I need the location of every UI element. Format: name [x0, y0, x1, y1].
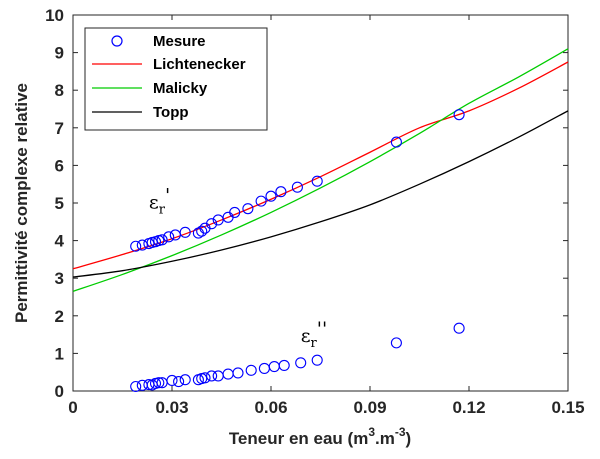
marker-imaginary-part: [153, 377, 165, 389]
legend-label-mesure: Mesure: [153, 33, 206, 50]
marker-imaginary-part: [199, 372, 211, 384]
marker-real-part: [242, 203, 254, 215]
legend-label-malicky: Malicky: [153, 80, 208, 97]
y-tick-label: 6: [55, 156, 64, 175]
measurement-markers: [130, 109, 465, 393]
legend-box: [84, 27, 268, 131]
marker-imaginary-part: [453, 322, 465, 334]
x-tick-label: 0.09: [353, 398, 386, 417]
y-tick-label: 8: [55, 81, 64, 100]
y-tick-label: 10: [45, 6, 64, 25]
marker-real-part: [163, 231, 175, 243]
marker-imaginary-part: [311, 354, 323, 366]
y-tick-label: 2: [55, 307, 64, 326]
legend: Mesure Lichtenecker Malicky Topp: [84, 27, 268, 131]
marker-imaginary-part: [173, 376, 185, 388]
marker-imaginary-part: [245, 364, 257, 376]
marker-real-part: [229, 206, 241, 218]
x-tick-label: 0.06: [254, 398, 287, 417]
y-tick-label: 0: [55, 382, 64, 401]
marker-real-part: [179, 226, 191, 238]
marker-real-part: [206, 218, 218, 230]
marker-real-part: [255, 195, 267, 207]
y-axis-title: Permittivité complexe relative: [12, 83, 31, 323]
marker-real-part: [130, 240, 142, 252]
legend-marker-mesure: [111, 35, 123, 47]
marker-real-part: [265, 190, 277, 202]
marker-real-part: [390, 136, 402, 148]
y-tick-label: 7: [55, 119, 64, 138]
x-tick-label: 0: [68, 398, 77, 417]
marker-imaginary-part: [179, 374, 191, 386]
y-tick-label: 9: [55, 44, 64, 63]
marker-imaginary-part: [278, 359, 290, 371]
x-tick-label: 0.12: [452, 398, 485, 417]
annotation-epsilon-real: εr': [149, 185, 170, 218]
annotations: εr' εr'': [149, 185, 327, 351]
marker-real-part: [136, 239, 148, 251]
marker-real-part: [311, 175, 323, 187]
marker-real-part: [169, 229, 181, 241]
y-tick-label: 5: [55, 194, 64, 213]
legend-label-lichtenecker: Lichtenecker: [153, 56, 246, 73]
marker-imaginary-part: [232, 367, 244, 379]
y-tick-label: 3: [55, 269, 64, 288]
marker-imaginary-part: [130, 380, 142, 393]
line-malicky: [72, 48, 569, 292]
marker-real-part: [212, 214, 224, 226]
y-tick-label: 4: [55, 232, 65, 251]
axis-ticks: 0 0.03 0.06 0.09 0.12 0.15 0 1 2 3 4 5 6 7 8 9 10: [45, 6, 584, 417]
marker-real-part: [291, 181, 303, 193]
legend-label-topp: Topp: [153, 104, 189, 121]
marker-real-part: [453, 109, 465, 121]
marker-real-part: [275, 186, 287, 198]
marker-imaginary-part: [206, 370, 218, 382]
line-topp: [72, 110, 569, 278]
marker-real-part: [156, 234, 168, 246]
annotation-epsilon-imaginary: εr'': [301, 318, 328, 351]
x-tick-label: 0.15: [551, 398, 584, 417]
marker-imaginary-part: [295, 357, 307, 369]
x-axis-title: Teneur en eau (m3.m-3): [229, 425, 411, 448]
y-tick-label: 1: [55, 344, 64, 363]
x-tick-label: 0.03: [155, 398, 188, 417]
marker-real-part: [196, 225, 208, 237]
marker-imaginary-part: [166, 374, 178, 387]
marker-imaginary-part: [390, 337, 402, 349]
